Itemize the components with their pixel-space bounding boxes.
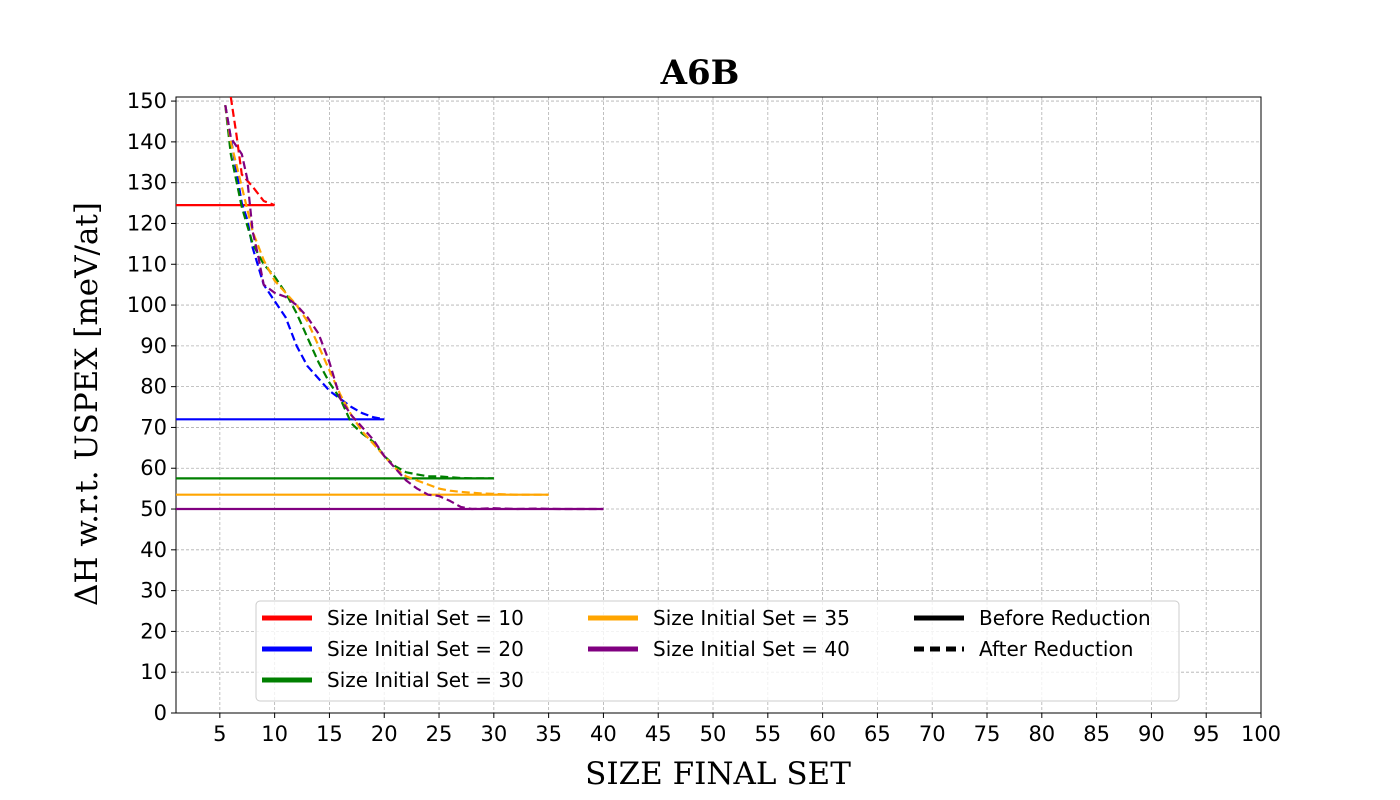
y-tick-label: 20 xyxy=(140,619,167,643)
x-tick-label: 75 xyxy=(974,722,1001,746)
y-tick-label: 100 xyxy=(127,293,167,317)
series-4-after-reduction-line xyxy=(224,105,549,496)
x-tick-label: 5 xyxy=(213,722,226,746)
x-tick-label: 40 xyxy=(590,722,617,746)
x-tick-label: 80 xyxy=(1028,722,1055,746)
series-2-after-reduction-line xyxy=(224,105,385,421)
legend-entry-before-reduction: Before Reduction xyxy=(914,606,1151,630)
legend-box xyxy=(255,600,1180,702)
legend-label: Size Initial Set = 30 xyxy=(327,668,524,692)
y-tick-label: 60 xyxy=(140,456,167,480)
x-tick-label: 30 xyxy=(480,722,507,746)
legend: Size Initial Set = 10 Size Initial Set = … xyxy=(255,600,1180,702)
y-tick-label: 40 xyxy=(140,538,167,562)
y-tick-label: 80 xyxy=(140,375,167,399)
x-tick-label: 20 xyxy=(371,722,398,746)
legend-label: Size Initial Set = 40 xyxy=(653,637,850,661)
legend-label: Size Initial Set = 10 xyxy=(327,606,524,630)
y-tick-label: 50 xyxy=(140,497,167,521)
legend-entry-series-2: Size Initial Set = 20 xyxy=(262,637,524,661)
x-axis: 5 10 15 20 25 30 35 40 45 50 55 60 65 70 75 80 85 90 95 100 xyxy=(213,713,1281,746)
x-tick-label: 85 xyxy=(1083,722,1110,746)
x-tick-label: 35 xyxy=(535,722,562,746)
y-tick-label: 90 xyxy=(140,334,167,358)
x-tick-label: 70 xyxy=(919,722,946,746)
x-tick-label: 45 xyxy=(645,722,672,746)
x-tick-label: 10 xyxy=(261,722,288,746)
x-tick-label: 50 xyxy=(700,722,727,746)
y-axis-title: ΔH w.r.t. USPEX [meV/at] xyxy=(69,202,105,606)
x-tick-label: 25 xyxy=(426,722,453,746)
y-axis: 0 10 20 30 40 50 60 70 80 90 100 110 120 130 140 150 xyxy=(127,89,176,725)
x-tick-label: 55 xyxy=(754,722,781,746)
x-tick-label: 60 xyxy=(809,722,836,746)
y-tick-label: 0 xyxy=(154,701,167,725)
y-tick-label: 70 xyxy=(140,415,167,439)
legend-label: Size Initial Set = 35 xyxy=(653,606,850,630)
series-5-after-reduction-line xyxy=(224,105,604,511)
y-tick-label: 30 xyxy=(140,579,167,603)
legend-entry-series-5: Size Initial Set = 40 xyxy=(588,637,850,661)
series-layer xyxy=(176,97,604,511)
legend-entry-series-3: Size Initial Set = 30 xyxy=(262,668,524,692)
y-tick-label: 130 xyxy=(127,171,167,195)
x-axis-title: SIZE FINAL SET xyxy=(585,756,851,792)
legend-entry-series-4: Size Initial Set = 35 xyxy=(588,606,850,630)
legend-label: Before Reduction xyxy=(979,606,1151,630)
x-tick-label: 95 xyxy=(1193,722,1220,746)
x-tick-label: 100 xyxy=(1241,722,1281,746)
y-tick-label: 110 xyxy=(127,252,167,276)
legend-label: Size Initial Set = 20 xyxy=(327,637,524,661)
chart-title: A6B xyxy=(660,53,740,93)
y-tick-label: 150 xyxy=(127,89,167,113)
legend-entry-series-1: Size Initial Set = 10 xyxy=(262,606,524,630)
series-3-after-reduction-line xyxy=(224,105,494,480)
legend-label: After Reduction xyxy=(979,637,1133,661)
legend-entry-after-reduction: After Reduction xyxy=(914,637,1133,661)
x-tick-label: 15 xyxy=(316,722,343,746)
x-tick-label: 65 xyxy=(864,722,891,746)
y-tick-label: 120 xyxy=(127,211,167,235)
y-tick-label: 10 xyxy=(140,660,167,684)
y-tick-label: 140 xyxy=(127,130,167,154)
plot-area xyxy=(175,96,1262,714)
x-tick-label: 90 xyxy=(1138,722,1165,746)
